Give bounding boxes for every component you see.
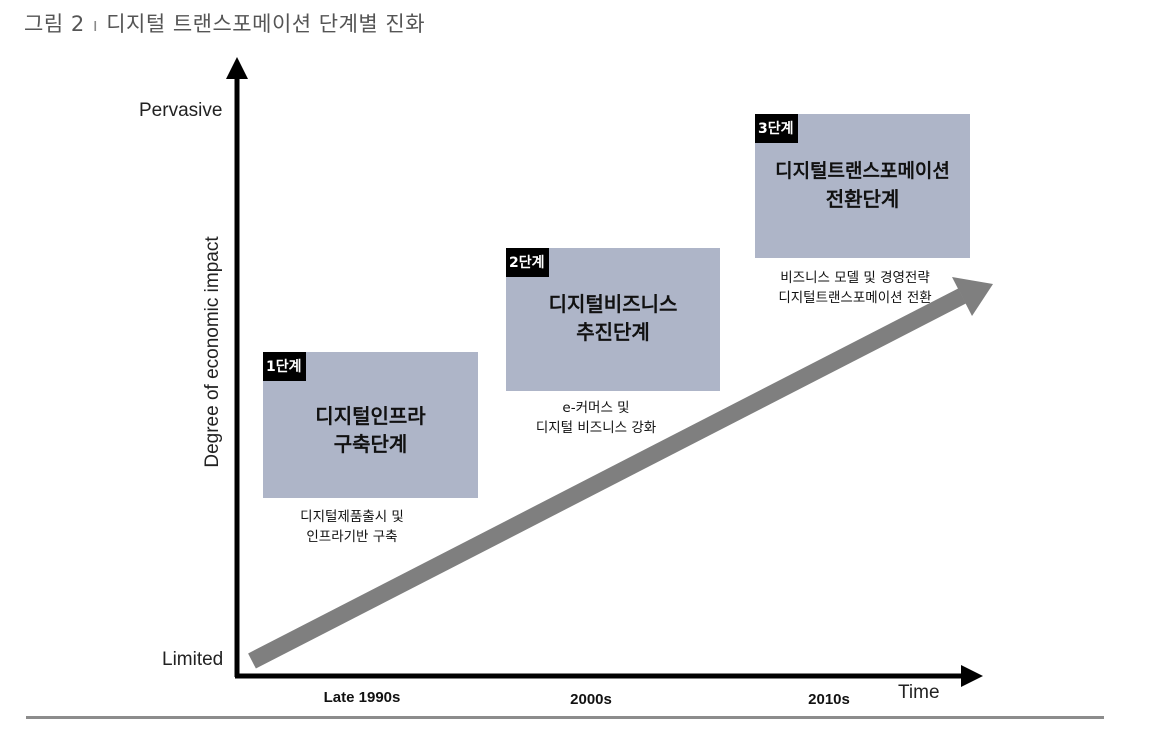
figure-separator: ı [92, 15, 99, 36]
stage-2-desc-line2: 디지털 비즈니스 강화 [535, 420, 657, 436]
stage-3-description: 비즈니스 모델 및 경영전략 디지털트랜스포메이션 전환 [778, 268, 931, 308]
stage-2-box: 2단계 디지털비즈니스 추진단계 [506, 248, 720, 391]
stage-1-description: 디지털제품출시 및 인프라기반 구축 [300, 507, 404, 547]
stage-2-desc-line1: e-커머스 및 [562, 400, 630, 416]
stage-3-desc-line2: 디지털트랜스포메이션 전환 [778, 290, 932, 306]
stage-3-name-line1: 디지털트랜스포메이션 [775, 160, 950, 182]
figure-title-text: 디지털 트랜스포메이션 단계별 진화 [106, 12, 426, 36]
x-axis-arrowhead [961, 665, 983, 687]
x-tick-late-1990s: Late 1990s [323, 689, 401, 706]
stage-3-desc-line1: 비즈니스 모델 및 경영전략 [780, 270, 930, 286]
x-axis-title: Time [898, 682, 940, 703]
stage-1-badge: 1단계 [263, 352, 306, 381]
growth-trend-arrow [248, 277, 993, 669]
stage-1-box: 1단계 디지털인프라 구축단계 [263, 352, 478, 498]
y-axis-arrowhead [226, 57, 248, 79]
figure-title: 그림 2 ı 디지털 트랜스포메이션 단계별 진화 [24, 8, 425, 38]
stage-2-name-line1: 디지털비즈니스 [548, 292, 678, 316]
y-axis-title: Degree of economic impact [202, 236, 223, 468]
y-axis-bottom-label: Limited [162, 649, 224, 670]
stage-3-box: 3단계 디지털트랜스포메이션 전환단계 [755, 114, 970, 258]
stage-3-badge: 3단계 [755, 114, 798, 143]
x-tick-2000s: 2000s [570, 691, 612, 708]
trend-arrow-head [952, 277, 993, 316]
stage-1-name-line2: 구축단계 [333, 432, 408, 456]
y-axis [226, 57, 248, 677]
x-tick-2010s: 2010s [808, 691, 850, 708]
y-axis-top-label: Pervasive [139, 100, 223, 121]
stage-2-name-line2: 추진단계 [576, 320, 650, 344]
x-axis [235, 665, 983, 687]
stage-2-badge: 2단계 [506, 248, 549, 277]
figure-label: 그림 2 [24, 12, 85, 36]
stage-2-description: e-커머스 및 디지털 비즈니스 강화 [536, 398, 656, 438]
stage-1-desc-line2: 인프라기반 구축 [306, 529, 398, 545]
trend-arrow-shaft [248, 288, 966, 669]
stage-1-name-line1: 디지털인프라 [315, 404, 426, 428]
stage-3-name-line2: 전환단계 [825, 187, 900, 211]
stage-1-desc-line1: 디지털제품출시 및 [300, 509, 404, 525]
bottom-divider [26, 716, 1104, 719]
